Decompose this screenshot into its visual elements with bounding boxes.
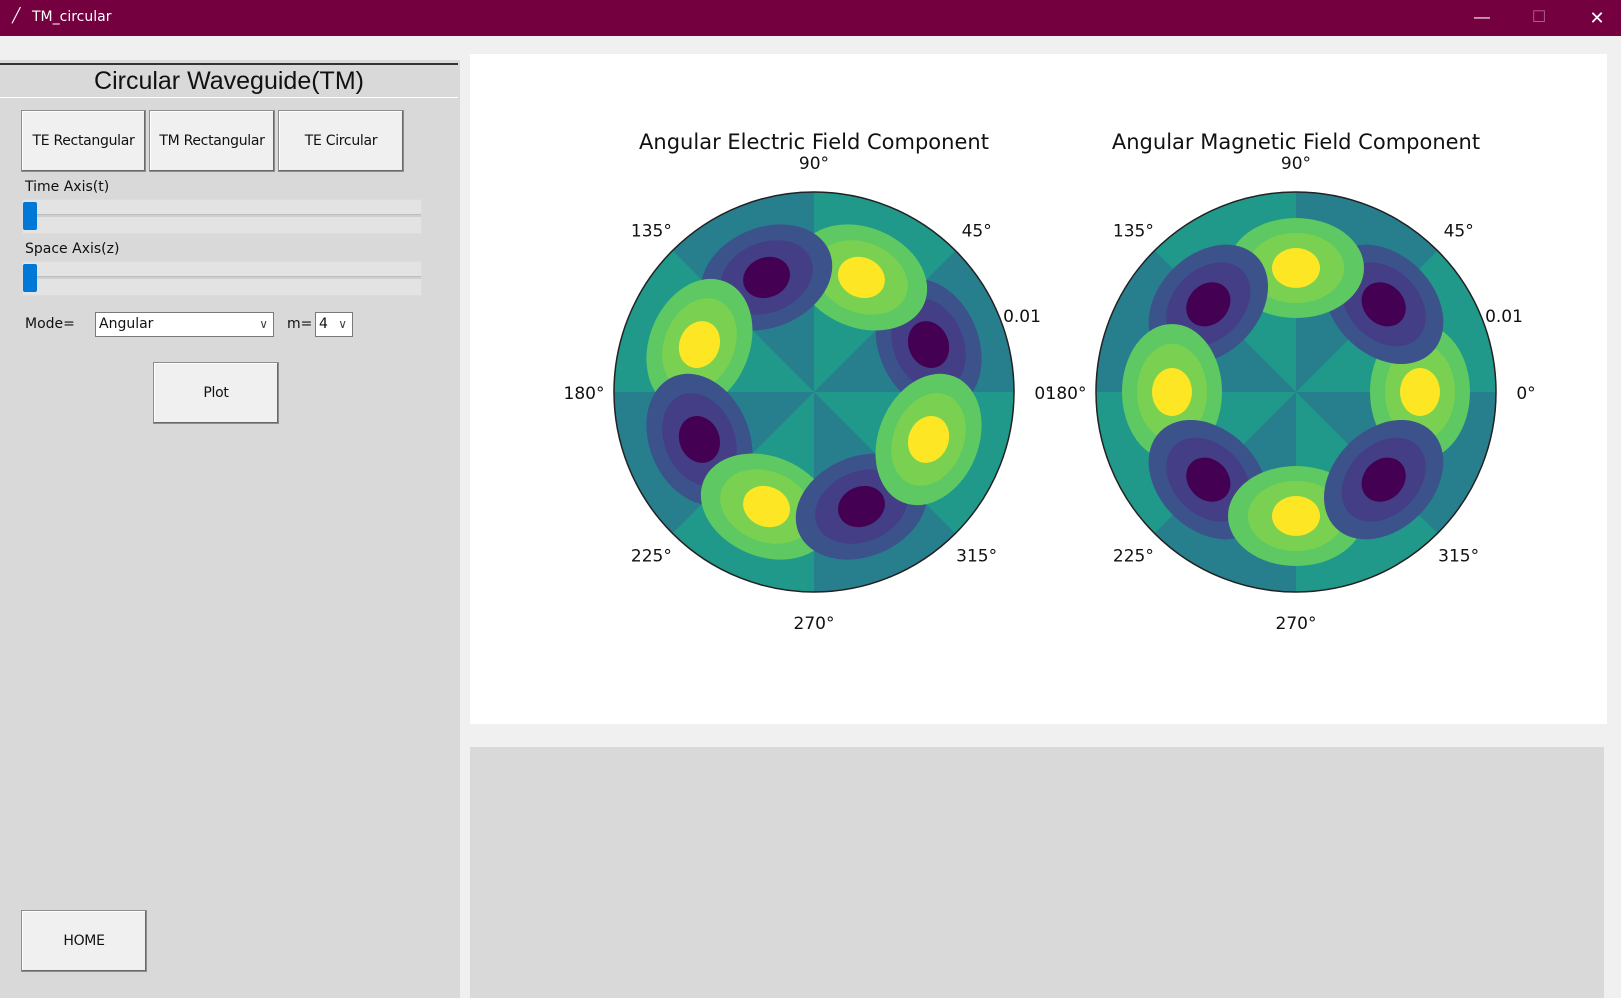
space-slider-thumb[interactable] bbox=[23, 264, 37, 292]
feather-icon: ╱ bbox=[12, 7, 21, 23]
angle-tick-label: 45° bbox=[962, 221, 992, 241]
plot-button[interactable]: Plot bbox=[153, 362, 279, 424]
angle-tick-label: 135° bbox=[1113, 221, 1154, 241]
close-button[interactable]: ✕ bbox=[1589, 8, 1605, 28]
angle-tick-label: 270° bbox=[794, 614, 835, 634]
contour-lobe bbox=[907, 415, 950, 463]
angle-tick-label: 90° bbox=[799, 154, 829, 174]
angle-tick-label: 225° bbox=[631, 547, 672, 567]
home-button[interactable]: HOME bbox=[21, 910, 147, 972]
mode-combobox[interactable]: Angular ∨ bbox=[95, 312, 274, 337]
contour-lobe bbox=[1361, 282, 1406, 327]
m-label: m= bbox=[287, 316, 313, 332]
angle-tick-label: 180° bbox=[564, 384, 605, 404]
polar-frame bbox=[1095, 191, 1497, 593]
contour-lobe bbox=[678, 321, 721, 369]
polar-plots: Angular Electric Field Component 0° 45° 90°… bbox=[564, 130, 1536, 634]
contour-lobe bbox=[1152, 368, 1192, 416]
contour-lobe bbox=[907, 321, 950, 369]
angle-tick-label: 180° bbox=[1046, 384, 1087, 404]
panel-heading: Circular Waveguide(TM) bbox=[0, 63, 458, 98]
contour-lobe bbox=[1361, 457, 1406, 502]
chevron-down-icon[interactable]: ∨ bbox=[259, 317, 268, 331]
chevron-down-icon[interactable]: ∨ bbox=[338, 317, 347, 331]
angle-tick-label: 0° bbox=[1034, 384, 1053, 404]
contour-lobe bbox=[1186, 282, 1231, 327]
time-axis-slider[interactable] bbox=[22, 199, 422, 234]
window-titlebar: ╱ TM_circular — ☐ ✕ bbox=[0, 0, 1621, 36]
angle-tick-label: 225° bbox=[1113, 547, 1154, 567]
maximize-button: ☐ bbox=[1531, 9, 1547, 26]
space-axis-slider[interactable] bbox=[22, 261, 422, 296]
contour-lobe bbox=[837, 256, 885, 299]
contour-lobe bbox=[678, 415, 721, 463]
window-title: TM_circular bbox=[32, 9, 112, 25]
slider-track bbox=[23, 276, 421, 279]
m-value: 4 bbox=[319, 316, 328, 332]
contour-lobe bbox=[743, 256, 791, 299]
radial-tick-label: 0.01 bbox=[1485, 307, 1523, 327]
contour-lobe bbox=[1272, 248, 1320, 288]
mode-label: Mode= bbox=[25, 316, 75, 332]
m-combobox[interactable]: 4 ∨ bbox=[315, 312, 353, 337]
toolbar-area bbox=[470, 747, 1604, 998]
angle-tick-label: 270° bbox=[1276, 614, 1317, 634]
space-axis-label: Space Axis(z) bbox=[25, 241, 120, 257]
mode-value: Angular bbox=[99, 316, 154, 332]
contour-lobe bbox=[743, 485, 791, 528]
angle-tick-label: 135° bbox=[631, 221, 672, 241]
angle-tick-label: 0° bbox=[1516, 384, 1535, 404]
polar-frame bbox=[613, 191, 1015, 593]
contour-lobe bbox=[837, 485, 885, 528]
time-slider-thumb[interactable] bbox=[23, 202, 37, 230]
tm-rectangular-button[interactable]: TM Rectangular bbox=[149, 110, 275, 172]
slider-track bbox=[23, 214, 421, 217]
minimize-button[interactable]: — bbox=[1474, 9, 1490, 26]
chart-title: Angular Magnetic Field Component bbox=[1112, 130, 1480, 154]
angle-tick-label: 45° bbox=[1444, 221, 1474, 241]
radial-tick-label: 0.01 bbox=[1003, 307, 1041, 327]
plot-canvas: Angular Electric Field Component 0° 45° 90°… bbox=[470, 54, 1607, 724]
angle-tick-label: 90° bbox=[1281, 154, 1311, 174]
time-axis-label: Time Axis(t) bbox=[25, 179, 110, 195]
contour-lobe bbox=[1186, 457, 1231, 502]
chart-title: Angular Electric Field Component bbox=[639, 130, 989, 154]
contour-lobe bbox=[1272, 496, 1320, 536]
angle-tick-label: 315° bbox=[956, 547, 997, 567]
contour-lobe bbox=[1400, 368, 1440, 416]
te-circular-button[interactable]: TE Circular bbox=[278, 110, 404, 172]
te-rectangular-button[interactable]: TE Rectangular bbox=[21, 110, 146, 172]
angle-tick-label: 315° bbox=[1438, 547, 1479, 567]
